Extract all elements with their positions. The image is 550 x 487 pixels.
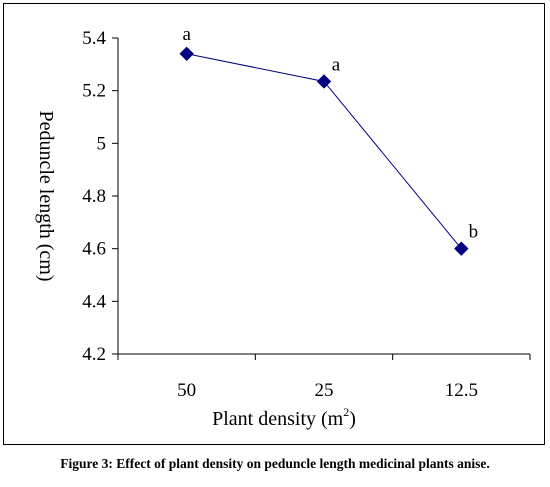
x-tick-label: 50 xyxy=(177,380,196,401)
line-chart: 4.2 4.4 4.6 4.8 5 5.2 5.4 50 25 12.5 a a b Peduncl… xyxy=(35,24,531,430)
y-tick-label: 5 xyxy=(97,133,107,154)
x-axis-title-suffix: ) xyxy=(349,408,356,430)
y-axis: 4.2 4.4 4.6 4.8 5 5.2 5.4 xyxy=(82,28,119,365)
y-tick-label: 5.4 xyxy=(82,28,106,49)
y-tick-label: 4.4 xyxy=(82,291,106,312)
x-axis-title-sup: 2 xyxy=(343,405,349,419)
data-point-marker xyxy=(454,241,469,256)
y-tick-label: 4.8 xyxy=(82,186,106,207)
x-axis-title-text: Plant density (m xyxy=(212,408,344,430)
data-point-label: a xyxy=(332,54,341,75)
data-point-marker xyxy=(316,74,332,89)
data-point-label: b xyxy=(469,222,479,243)
x-tick-label: 25 xyxy=(315,380,334,401)
x-axis: 50 25 12.5 xyxy=(117,353,531,401)
figure-caption: Figure 3: Effect of plant density on ped… xyxy=(60,456,490,471)
y-tick-label: 4.2 xyxy=(82,344,106,365)
data-point-marker xyxy=(179,46,194,62)
x-tick-label: 12.5 xyxy=(445,380,478,401)
y-tick-label: 4.6 xyxy=(82,239,106,260)
data-point-label: a xyxy=(182,24,191,45)
x-axis-title: Plant density (m2) xyxy=(212,405,356,430)
chart-frame xyxy=(3,3,545,445)
y-tick-label: 5.2 xyxy=(82,81,106,102)
series: a a b xyxy=(179,24,479,256)
y-axis-title: Peduncle length (cm) xyxy=(35,110,57,281)
